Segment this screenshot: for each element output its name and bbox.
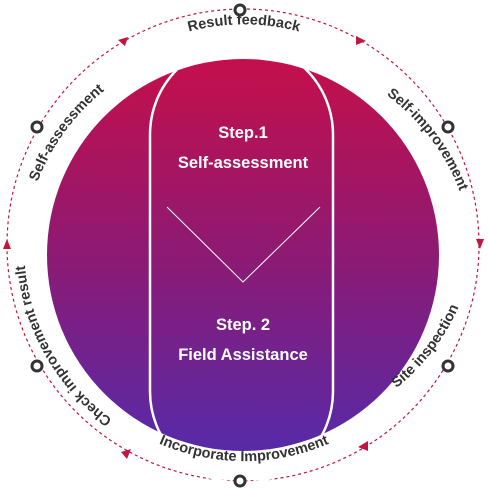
arrow-icon xyxy=(356,36,366,45)
step1-title: Step.1 xyxy=(218,124,268,142)
ring-node-bottom xyxy=(233,474,247,488)
center-disc xyxy=(47,59,439,451)
label-result-feedback: Result feedback xyxy=(186,12,303,35)
step1-subtitle: Self-assessment xyxy=(178,154,309,172)
ring-node-left-upper xyxy=(30,120,44,134)
chevron-down-icon xyxy=(166,206,321,283)
ring-node-right-upper xyxy=(441,120,455,134)
arrow-icon xyxy=(121,449,131,459)
step2-subtitle: Field Assistance xyxy=(178,346,308,364)
arrow-icon xyxy=(358,441,368,451)
ring-node-top xyxy=(233,3,247,17)
arrow-icon xyxy=(118,37,128,46)
ring-node-left-lower xyxy=(30,359,44,373)
ring-node-right-lower xyxy=(441,359,455,373)
arrow-icon xyxy=(476,239,484,249)
arrow-icon xyxy=(3,239,11,249)
step2-title: Step. 2 xyxy=(216,316,270,334)
